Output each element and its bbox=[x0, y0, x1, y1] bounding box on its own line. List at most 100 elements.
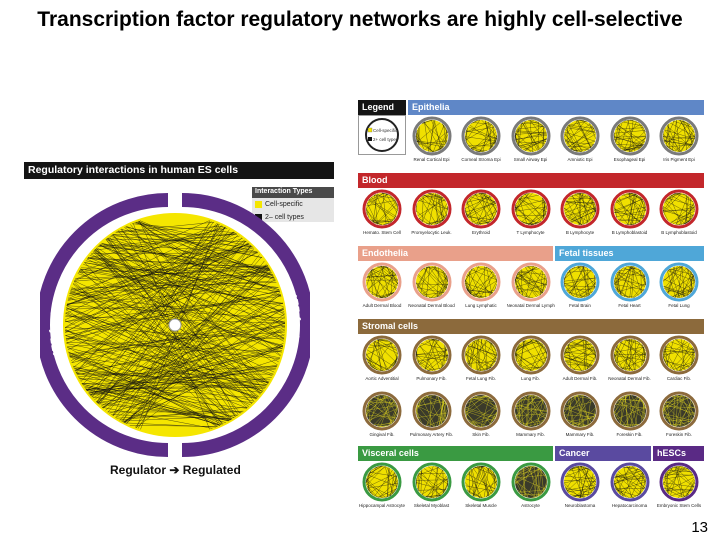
interaction-line bbox=[65, 268, 270, 340]
cell-lines bbox=[662, 338, 696, 372]
cell-ring bbox=[659, 262, 699, 302]
cell-lines bbox=[464, 338, 498, 372]
interaction-line bbox=[111, 414, 233, 419]
interaction-line bbox=[67, 347, 259, 397]
cell-lines bbox=[563, 192, 597, 226]
cell-type-networks-panel: Legend Cell-specific 2+ cell types Epith… bbox=[358, 100, 704, 518]
cell-ring bbox=[659, 189, 699, 229]
cell-type-label: Hepatocarcinoma bbox=[611, 503, 648, 508]
interaction-line bbox=[74, 265, 268, 282]
cell-ring bbox=[560, 116, 600, 156]
legend-row-cell-specific: Cell-specific bbox=[252, 198, 334, 211]
network-circle-icon bbox=[610, 116, 649, 156]
network-thumbnail: Gingival Fib. bbox=[358, 390, 406, 437]
cell-type-label: Lung Lymphatic bbox=[465, 303, 497, 308]
interaction-line bbox=[72, 283, 232, 420]
interaction-line bbox=[124, 227, 285, 340]
cell-lines bbox=[662, 265, 696, 299]
cell-ring bbox=[610, 116, 649, 156]
arrow-right-icon: ➔ bbox=[169, 463, 180, 477]
interaction-line bbox=[83, 264, 286, 324]
cell-type-label: Small Airway Epi bbox=[513, 157, 548, 162]
network-circle-icon bbox=[610, 391, 649, 431]
cell-lines bbox=[366, 265, 399, 299]
interaction-line bbox=[67, 287, 279, 305]
interaction-line bbox=[88, 350, 283, 394]
network-thumbnail: Neonatal Dermal Blood bbox=[408, 261, 456, 308]
center-node bbox=[168, 318, 182, 332]
interaction-line bbox=[66, 303, 283, 310]
interaction-line bbox=[138, 221, 274, 277]
interaction-line bbox=[126, 254, 260, 424]
network-circle-icon bbox=[412, 391, 451, 431]
network-circle-icon bbox=[412, 116, 451, 156]
interaction-line bbox=[64, 227, 226, 328]
cell-lines bbox=[464, 119, 498, 153]
network-thumbnail: B Lymphocyte bbox=[556, 188, 604, 235]
interaction-line bbox=[71, 239, 245, 363]
interaction-line bbox=[85, 260, 280, 293]
cell-ring bbox=[511, 116, 550, 156]
cell-lines bbox=[415, 119, 448, 153]
interaction-line bbox=[105, 239, 280, 290]
cell-type-label: Adult Dermal Blood bbox=[362, 303, 402, 308]
network-circle-icon bbox=[511, 116, 550, 156]
network-thumbnail: Skeletal Myoblast bbox=[408, 461, 456, 508]
interaction-line bbox=[67, 268, 270, 301]
interaction-line bbox=[101, 242, 285, 314]
cell-lines bbox=[563, 338, 597, 371]
network-thumbnail: Corneal Stroma Epi bbox=[457, 115, 505, 162]
interaction-line bbox=[99, 244, 285, 317]
cell-lines bbox=[563, 119, 596, 153]
section-bar-endothelia: Endothelia bbox=[358, 246, 553, 261]
cell-lines bbox=[613, 338, 646, 371]
section-bar-visceral: Visceral cells bbox=[358, 446, 553, 461]
section-bar-epithelia: Epithelia bbox=[408, 100, 704, 115]
cell-lines bbox=[514, 465, 547, 499]
network-thumbnail: Neonatal Dermal Fib. bbox=[606, 334, 654, 381]
interaction-line bbox=[125, 226, 263, 258]
cell-type-label: Mammary Fib. bbox=[565, 432, 595, 437]
network-thumbnail: Cardiac Fib. bbox=[655, 334, 703, 381]
interaction-line bbox=[101, 407, 213, 429]
network-thumbnail: Hepatocarcinoma bbox=[606, 461, 654, 508]
interaction-line bbox=[105, 270, 271, 411]
es-regulatory-circle: 475 factors 475 factors bbox=[40, 193, 310, 457]
network-thumbnail: Adult Dermal Blood bbox=[358, 261, 406, 308]
cell-lines bbox=[464, 192, 498, 226]
cell-type-label: Foreskin Fib. bbox=[616, 432, 643, 437]
cell-lines bbox=[415, 466, 448, 499]
network-circle-icon bbox=[412, 189, 451, 229]
network-circle-icon bbox=[560, 116, 600, 156]
interaction-line bbox=[65, 335, 248, 409]
network-circle-icon bbox=[511, 189, 550, 229]
interaction-line bbox=[93, 250, 269, 384]
cell-lines bbox=[415, 395, 448, 427]
interaction-line bbox=[94, 271, 272, 400]
network-circle-icon bbox=[659, 116, 699, 156]
network-thumbnail: Fetal Heart bbox=[606, 261, 654, 308]
interaction-line bbox=[96, 247, 278, 366]
cell-ring bbox=[362, 262, 402, 302]
interaction-line bbox=[89, 255, 285, 312]
cell-lines bbox=[613, 465, 646, 499]
cell-lines bbox=[514, 119, 547, 153]
cell-type-label: Adult Dermal Fib. bbox=[562, 376, 598, 381]
interaction-line bbox=[90, 367, 277, 396]
network-circle-icon bbox=[362, 262, 402, 302]
cell-ring bbox=[461, 391, 501, 431]
cell-type-label: Esophageal Epi bbox=[613, 157, 646, 162]
cell-ring bbox=[560, 189, 600, 229]
interaction-line bbox=[69, 280, 276, 294]
interaction-line bbox=[86, 390, 230, 421]
cell-type-label: B Lymphoblastoid bbox=[661, 230, 697, 235]
interaction-line bbox=[87, 228, 228, 259]
cell-ring bbox=[511, 335, 550, 375]
cell-ring bbox=[560, 262, 600, 302]
interaction-line bbox=[67, 347, 219, 427]
interaction-line bbox=[126, 267, 270, 424]
cell-ring bbox=[560, 335, 600, 375]
cell-disc bbox=[663, 266, 695, 298]
interaction-line bbox=[120, 229, 262, 258]
network-circle-icon bbox=[659, 189, 699, 229]
